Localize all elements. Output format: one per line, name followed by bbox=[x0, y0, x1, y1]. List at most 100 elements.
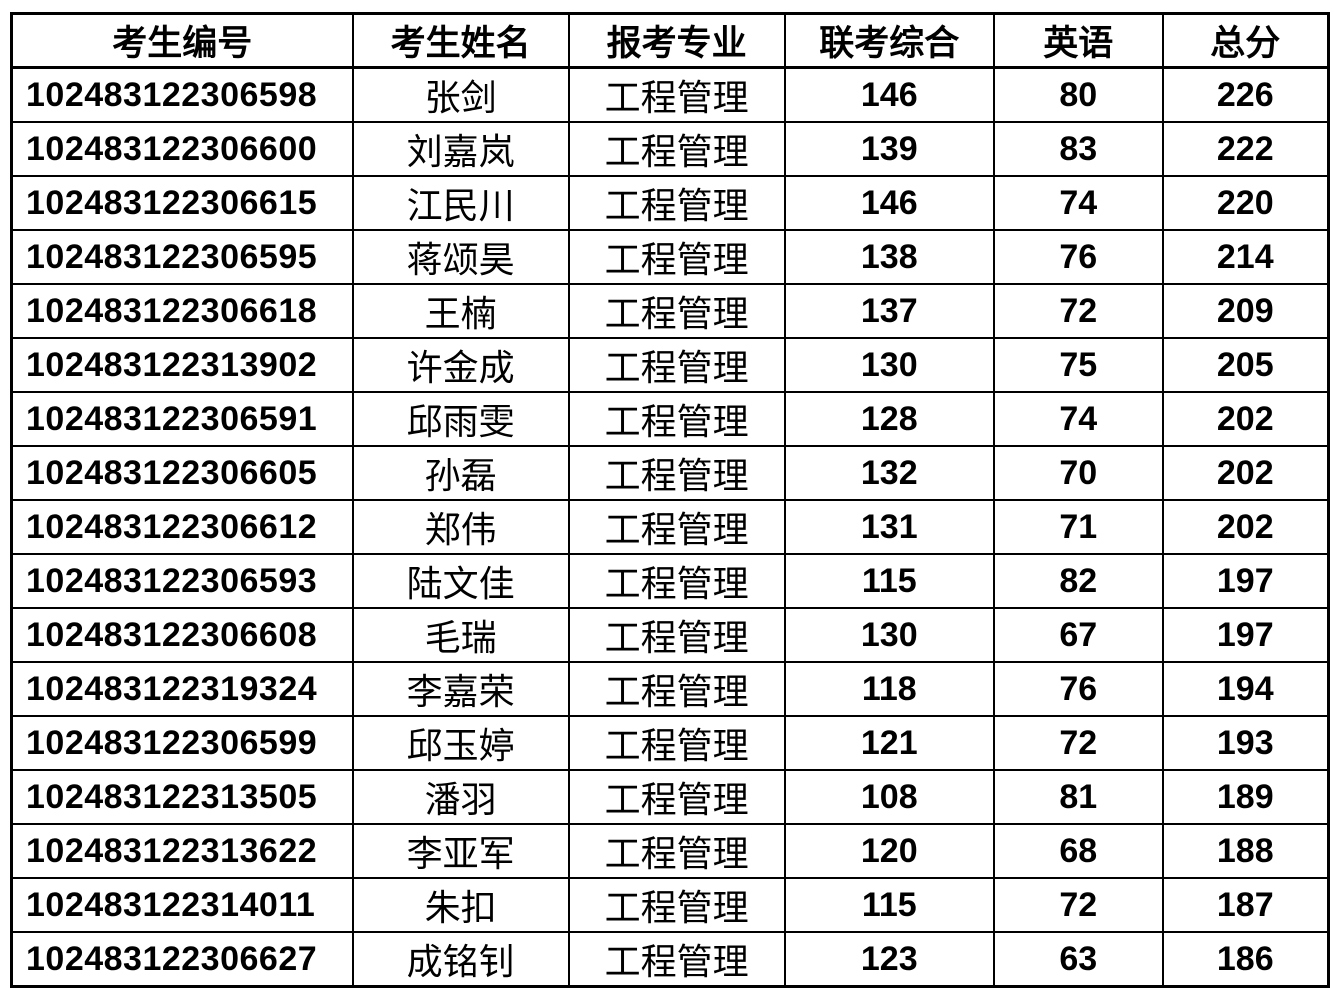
table-row: 102483122313902 许金成 工程管理 130 75 205 bbox=[10, 337, 1330, 393]
cell-english: 70 bbox=[992, 445, 1164, 501]
cell-total: 222 bbox=[1161, 121, 1330, 177]
cell-name: 李嘉荣 bbox=[351, 661, 570, 717]
cell-total: 214 bbox=[1161, 229, 1330, 285]
cell-major: 工程管理 bbox=[567, 229, 786, 285]
cell-comprehensive: 132 bbox=[783, 445, 995, 501]
cell-id: 102483122314011 bbox=[10, 877, 354, 933]
table-row: 102483122306608 毛瑞 工程管理 130 67 197 bbox=[10, 607, 1330, 663]
cell-english: 74 bbox=[992, 175, 1164, 231]
cell-english: 82 bbox=[992, 553, 1164, 609]
cell-name: 邱玉婷 bbox=[351, 715, 570, 771]
cell-total: 202 bbox=[1161, 391, 1330, 447]
cell-comprehensive: 131 bbox=[783, 499, 995, 555]
cell-name: 江民川 bbox=[351, 175, 570, 231]
cell-name: 郑伟 bbox=[351, 499, 570, 555]
cell-name: 陆文佳 bbox=[351, 553, 570, 609]
cell-major: 工程管理 bbox=[567, 769, 786, 825]
cell-major: 工程管理 bbox=[567, 391, 786, 447]
cell-name: 许金成 bbox=[351, 337, 570, 393]
cell-major: 工程管理 bbox=[567, 877, 786, 933]
cell-id: 102483122306605 bbox=[10, 445, 354, 501]
cell-english: 76 bbox=[992, 661, 1164, 717]
cell-id: 102483122306598 bbox=[10, 66, 354, 123]
cell-comprehensive: 123 bbox=[783, 931, 995, 988]
cell-major: 工程管理 bbox=[567, 499, 786, 555]
cell-english: 81 bbox=[992, 769, 1164, 825]
cell-name: 邱雨雯 bbox=[351, 391, 570, 447]
cell-id: 102483122313902 bbox=[10, 337, 354, 393]
cell-total: 205 bbox=[1161, 337, 1330, 393]
cell-name: 刘嘉岚 bbox=[351, 121, 570, 177]
table-row: 102483122306618 王楠 工程管理 137 72 209 bbox=[10, 283, 1330, 339]
cell-english: 72 bbox=[992, 715, 1164, 771]
cell-comprehensive: 130 bbox=[783, 607, 995, 663]
table-row: 102483122314011 朱扣 工程管理 115 72 187 bbox=[10, 877, 1330, 933]
table-row: 102483122306595 蒋颂昊 工程管理 138 76 214 bbox=[10, 229, 1330, 285]
page: { "page": { "background_color": "#ffffff… bbox=[10, 12, 1330, 988]
table-row: 102483122306612 郑伟 工程管理 131 71 202 bbox=[10, 499, 1330, 555]
cell-total: 189 bbox=[1161, 769, 1330, 825]
cell-total: 202 bbox=[1161, 499, 1330, 555]
table-row: 102483122319324 李嘉荣 工程管理 118 76 194 bbox=[10, 661, 1330, 717]
cell-total: 202 bbox=[1161, 445, 1330, 501]
cell-english: 74 bbox=[992, 391, 1164, 447]
cell-major: 工程管理 bbox=[567, 823, 786, 879]
cell-english: 80 bbox=[992, 66, 1164, 123]
cell-comprehensive: 115 bbox=[783, 877, 995, 933]
table-header: 考生编号 考生姓名 报考专业 联考综合 英语 总分 bbox=[10, 12, 1330, 69]
cell-comprehensive: 118 bbox=[783, 661, 995, 717]
cell-comprehensive: 146 bbox=[783, 175, 995, 231]
cell-major: 工程管理 bbox=[567, 553, 786, 609]
cell-comprehensive: 120 bbox=[783, 823, 995, 879]
cell-total: 226 bbox=[1161, 66, 1330, 123]
column-header-id: 考生编号 bbox=[10, 12, 354, 69]
table-header-row: 考生编号 考生姓名 报考专业 联考综合 英语 总分 bbox=[10, 12, 1330, 69]
cell-major: 工程管理 bbox=[567, 445, 786, 501]
cell-major: 工程管理 bbox=[567, 66, 786, 123]
cell-comprehensive: 146 bbox=[783, 66, 995, 123]
table-row: 102483122306627 成铭钊 工程管理 123 63 186 bbox=[10, 931, 1330, 988]
cell-english: 76 bbox=[992, 229, 1164, 285]
cell-total: 193 bbox=[1161, 715, 1330, 771]
cell-id: 102483122306600 bbox=[10, 121, 354, 177]
cell-name: 李亚军 bbox=[351, 823, 570, 879]
cell-comprehensive: 108 bbox=[783, 769, 995, 825]
cell-total: 197 bbox=[1161, 607, 1330, 663]
cell-comprehensive: 130 bbox=[783, 337, 995, 393]
column-header-english: 英语 bbox=[992, 12, 1164, 69]
cell-english: 63 bbox=[992, 931, 1164, 988]
cell-major: 工程管理 bbox=[567, 337, 786, 393]
cell-id: 102483122306593 bbox=[10, 553, 354, 609]
cell-total: 187 bbox=[1161, 877, 1330, 933]
cell-english: 83 bbox=[992, 121, 1164, 177]
cell-name: 蒋颂昊 bbox=[351, 229, 570, 285]
cell-english: 67 bbox=[992, 607, 1164, 663]
table-row: 102483122313505 潘羽 工程管理 108 81 189 bbox=[10, 769, 1330, 825]
cell-comprehensive: 138 bbox=[783, 229, 995, 285]
column-header-major: 报考专业 bbox=[567, 12, 786, 69]
cell-comprehensive: 115 bbox=[783, 553, 995, 609]
table-row: 102483122306591 邱雨雯 工程管理 128 74 202 bbox=[10, 391, 1330, 447]
cell-major: 工程管理 bbox=[567, 175, 786, 231]
cell-name: 潘羽 bbox=[351, 769, 570, 825]
cell-major: 工程管理 bbox=[567, 283, 786, 339]
cell-id: 102483122306615 bbox=[10, 175, 354, 231]
cell-total: 186 bbox=[1161, 931, 1330, 988]
column-header-name: 考生姓名 bbox=[351, 12, 570, 69]
cell-name: 成铭钊 bbox=[351, 931, 570, 988]
table-row: 102483122306598 张剑 工程管理 146 80 226 bbox=[10, 66, 1330, 123]
cell-id: 102483122313622 bbox=[10, 823, 354, 879]
cell-major: 工程管理 bbox=[567, 931, 786, 988]
exam-score-table: 考生编号 考生姓名 报考专业 联考综合 英语 总分 102483122306598 张剑 工程… bbox=[10, 12, 1330, 988]
cell-id: 102483122313505 bbox=[10, 769, 354, 825]
cell-major: 工程管理 bbox=[567, 715, 786, 771]
cell-english: 71 bbox=[992, 499, 1164, 555]
table-row: 102483122306615 江民川 工程管理 146 74 220 bbox=[10, 175, 1330, 231]
cell-comprehensive: 121 bbox=[783, 715, 995, 771]
table-row: 102483122306605 孙磊 工程管理 132 70 202 bbox=[10, 445, 1330, 501]
cell-total: 197 bbox=[1161, 553, 1330, 609]
cell-id: 102483122306591 bbox=[10, 391, 354, 447]
cell-id: 102483122306612 bbox=[10, 499, 354, 555]
cell-english: 68 bbox=[992, 823, 1164, 879]
cell-total: 194 bbox=[1161, 661, 1330, 717]
